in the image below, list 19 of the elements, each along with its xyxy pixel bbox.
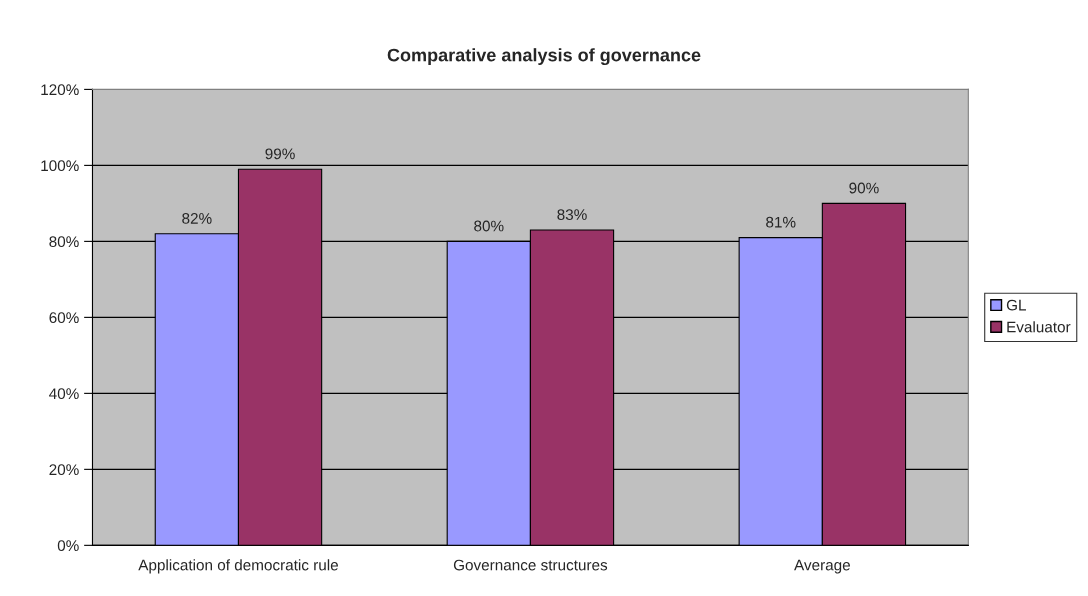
x-tick-label: Average <box>794 559 850 574</box>
data-label: 99% <box>265 148 295 160</box>
chart-title: Comparative analysis of governance <box>387 48 701 66</box>
legend-label: Evaluator <box>1007 321 1071 333</box>
y-tick-label: 40% <box>49 388 79 400</box>
y-tick-label: 60% <box>49 312 79 324</box>
data-label: 90% <box>849 182 879 194</box>
x-tick-label: Governance structures <box>453 559 608 571</box>
x-tick-label: Application of democratic rule <box>138 559 338 574</box>
y-tick-label: 80% <box>49 236 79 248</box>
data-label: 80% <box>474 220 504 232</box>
y-tick-label: 0% <box>57 540 79 552</box>
data-label: 82% <box>182 213 212 224</box>
y-tick-label: 120% <box>41 84 79 96</box>
y-tick-label: 100% <box>41 160 79 172</box>
data-label: 83% <box>557 209 587 221</box>
legend-label: GL <box>1006 299 1026 311</box>
y-tick-label: 20% <box>49 464 79 476</box>
data-label: 81% <box>766 216 796 228</box>
